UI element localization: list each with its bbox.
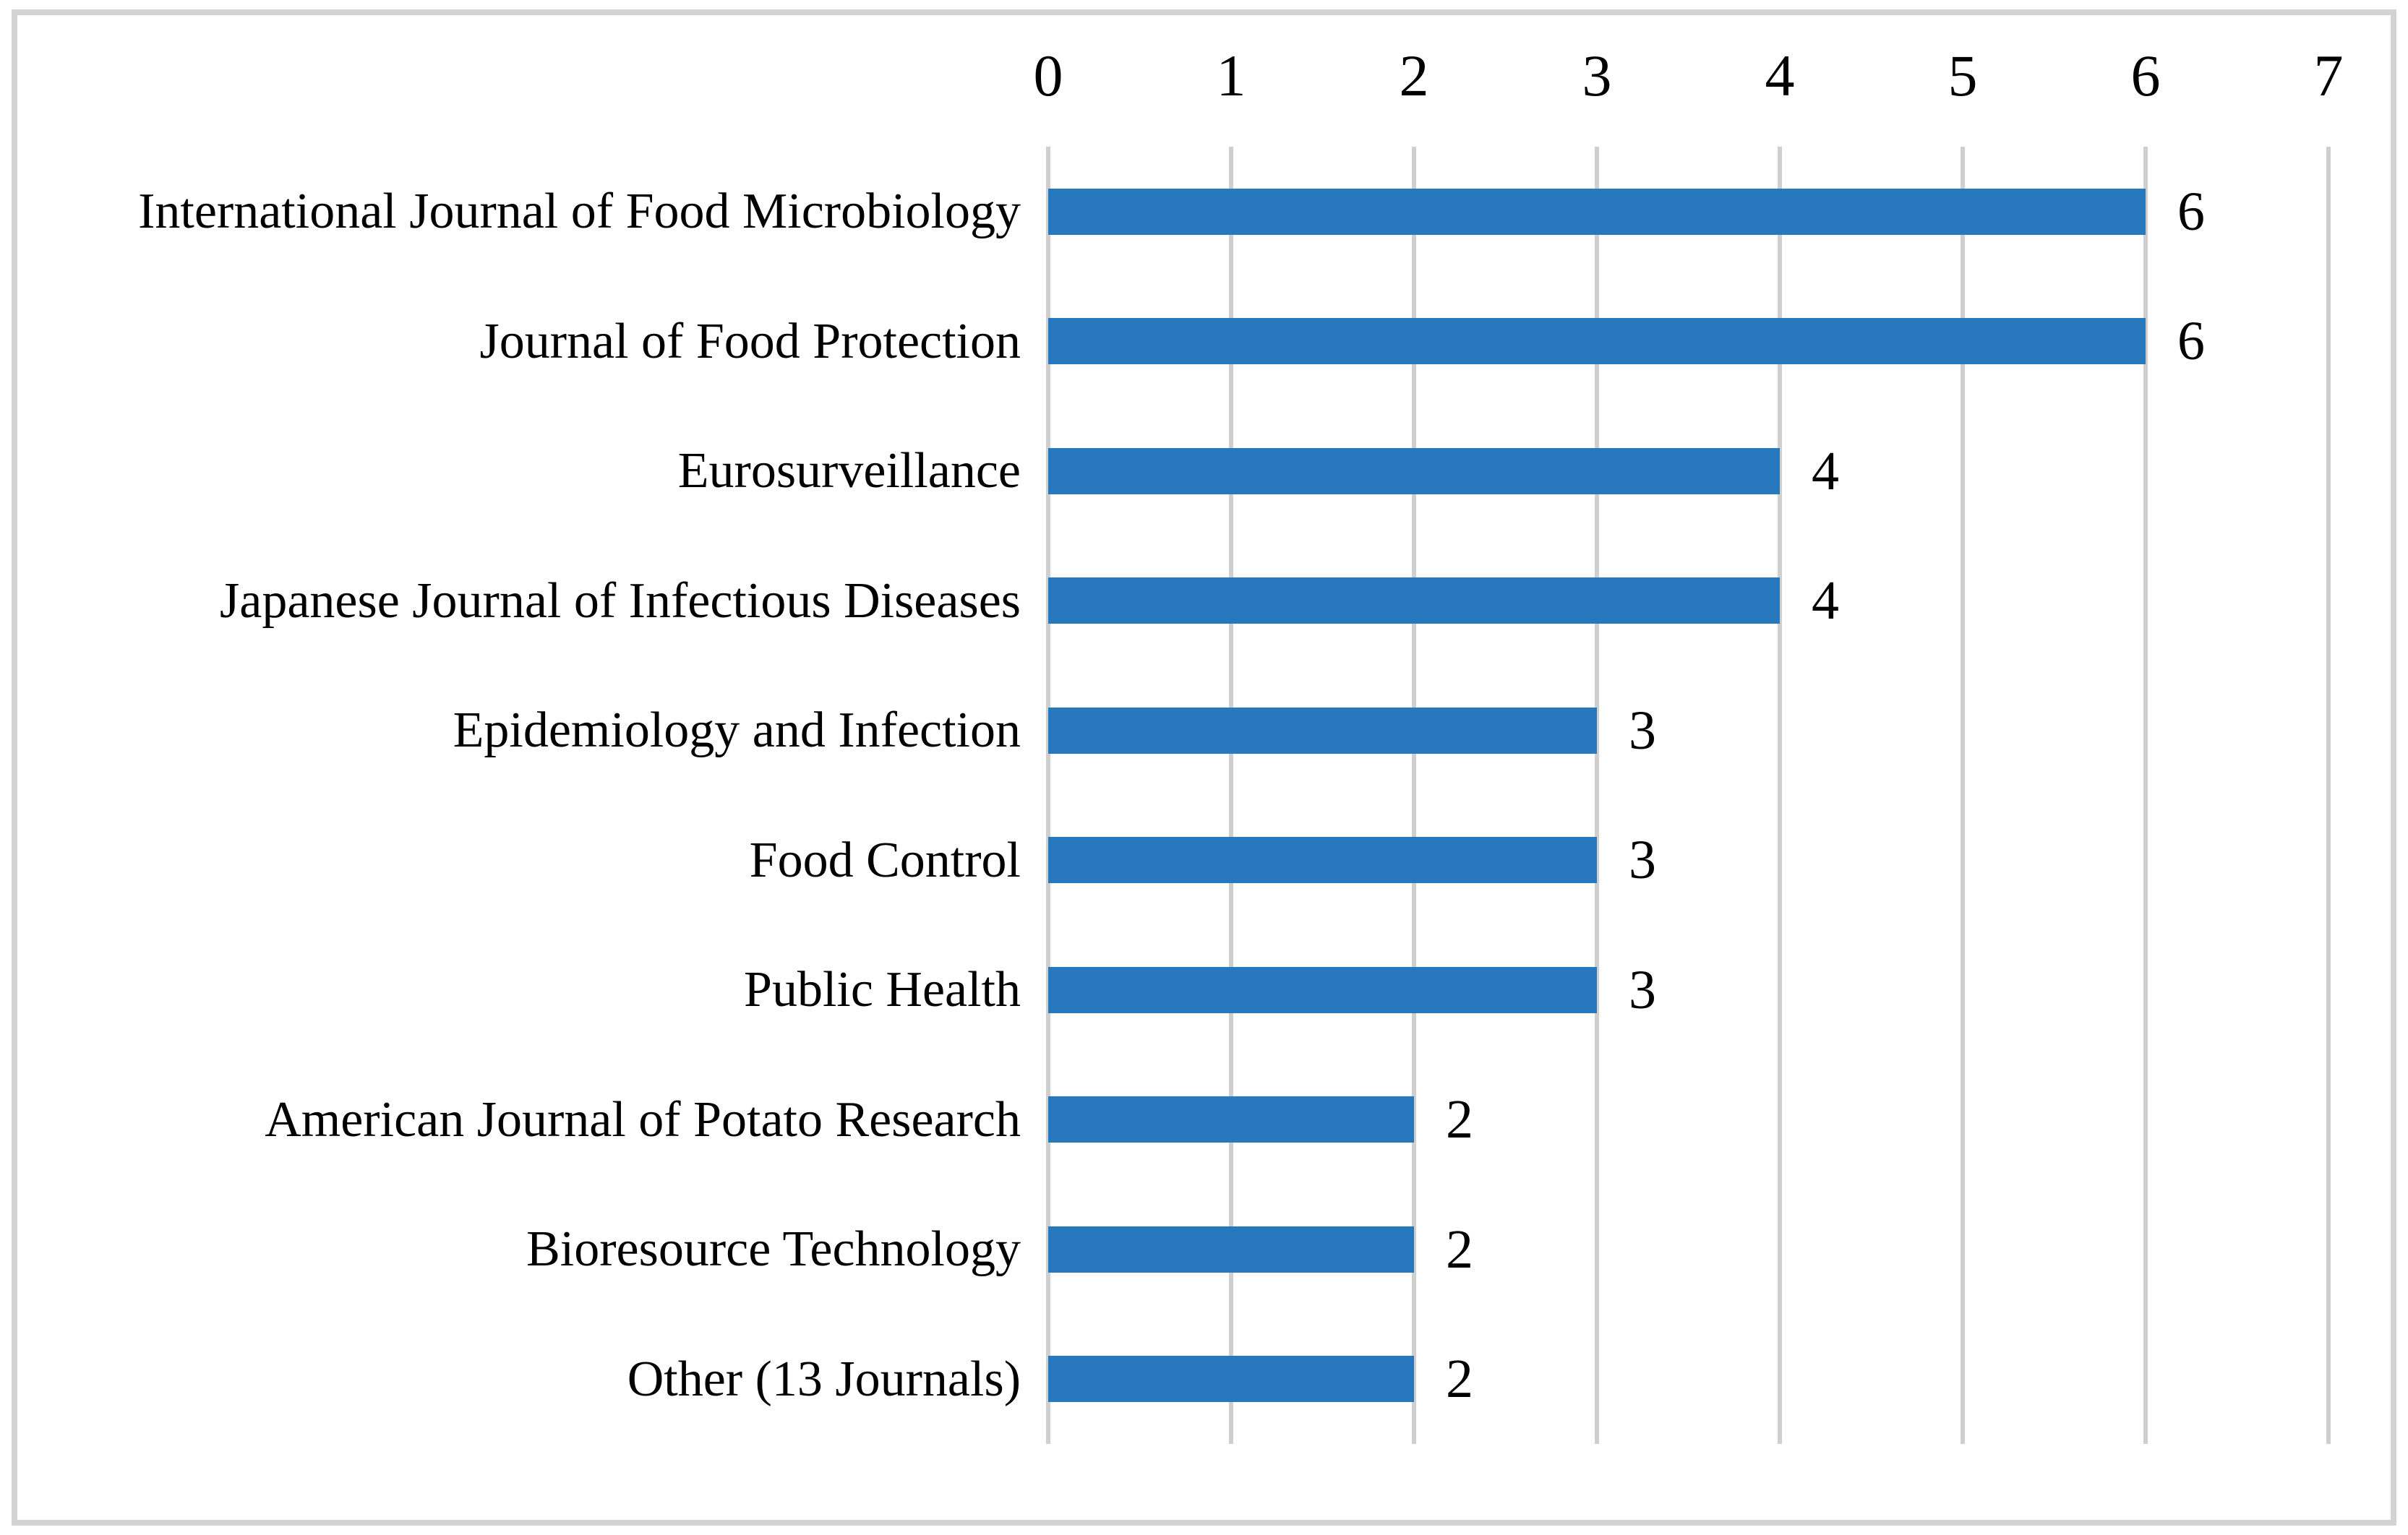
gridline bbox=[1961, 147, 1965, 1444]
gridline bbox=[1046, 147, 1050, 1444]
gridline bbox=[2143, 147, 2148, 1444]
category-label: Japanese Journal of Infectious Diseases bbox=[220, 572, 1021, 629]
bar-value-label: 6 bbox=[2177, 311, 2205, 372]
bar bbox=[1048, 577, 1780, 624]
bar-value-label: 3 bbox=[1629, 700, 1656, 761]
bar bbox=[1048, 837, 1597, 884]
category-label: American Journal of Potato Research bbox=[265, 1091, 1021, 1148]
bar-row: 6 bbox=[1048, 277, 2408, 407]
bar-value-label: 2 bbox=[1446, 1089, 1473, 1151]
bar-value-label: 6 bbox=[2177, 181, 2205, 242]
bar bbox=[1048, 188, 2146, 235]
bar bbox=[1048, 966, 1597, 1013]
gridline bbox=[1778, 147, 1782, 1444]
bar-row: 4 bbox=[1048, 536, 2408, 666]
bar-value-label: 4 bbox=[1812, 570, 1839, 632]
category-label: Eurosurveillance bbox=[677, 443, 1021, 499]
x-tick-label: 3 bbox=[1582, 43, 1612, 108]
bar-value-label: 3 bbox=[1629, 959, 1656, 1020]
bar bbox=[1048, 1356, 1414, 1403]
category-label: International Journal of Food Microbiolo… bbox=[138, 184, 1021, 239]
bar-value-label: 4 bbox=[1812, 440, 1839, 502]
bar-row: 3 bbox=[1048, 925, 2408, 1055]
x-tick-label: 1 bbox=[1216, 43, 1246, 108]
bar bbox=[1048, 707, 1597, 754]
bar-value-label: 2 bbox=[1446, 1349, 1473, 1410]
bar-row: 2 bbox=[1048, 1055, 2408, 1185]
bar-value-label: 2 bbox=[1446, 1218, 1473, 1280]
category-label: Food Control bbox=[749, 832, 1021, 888]
category-label: Public Health bbox=[744, 962, 1021, 1018]
category-label: Epidemiology and Infection bbox=[453, 702, 1021, 758]
bar bbox=[1048, 447, 1780, 494]
bar-row: 2 bbox=[1048, 1315, 2408, 1445]
bar-row: 3 bbox=[1048, 796, 2408, 926]
x-tick-label: 5 bbox=[1948, 43, 1978, 108]
gridline bbox=[1595, 147, 1599, 1444]
bar-row: 4 bbox=[1048, 406, 2408, 536]
bar-row: 3 bbox=[1048, 666, 2408, 796]
bar bbox=[1048, 1226, 1414, 1273]
category-label: Journal of Food Protection bbox=[479, 313, 1021, 369]
bar-value-label: 3 bbox=[1629, 830, 1656, 891]
gridline bbox=[1229, 147, 1233, 1444]
category-label: Bioresource Technology bbox=[526, 1221, 1021, 1277]
x-tick-label: 7 bbox=[2313, 43, 2344, 108]
bar-row: 2 bbox=[1048, 1184, 2408, 1315]
bar bbox=[1048, 1096, 1414, 1143]
x-tick-label: 0 bbox=[1033, 43, 1063, 108]
x-tick-label: 6 bbox=[2130, 43, 2161, 108]
gridline bbox=[1412, 147, 1416, 1444]
gridline bbox=[2326, 147, 2331, 1444]
bar bbox=[1048, 318, 2146, 365]
plot-area: 6 6 4 4 3 3 3 2 2 2 bbox=[1046, 147, 2331, 1444]
bar-row: 6 bbox=[1048, 147, 2408, 277]
x-tick-label: 4 bbox=[1765, 43, 1795, 108]
category-label: Other (13 Journals) bbox=[627, 1351, 1021, 1407]
x-tick-label: 2 bbox=[1399, 43, 1429, 108]
